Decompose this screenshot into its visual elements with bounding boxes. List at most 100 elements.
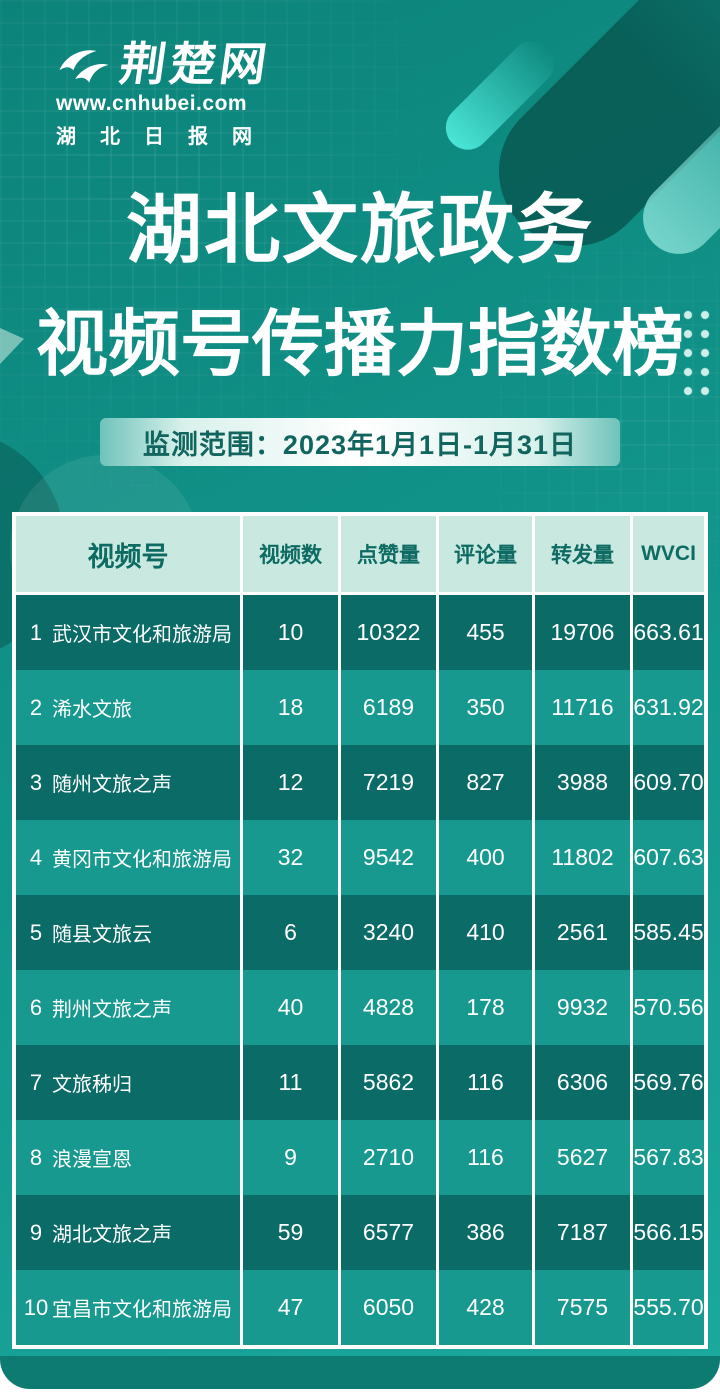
col-header-account: 视频号 <box>16 516 240 592</box>
comments-cell: 400 <box>439 820 532 895</box>
videos-cell: 40 <box>243 970 338 1045</box>
table-row: 7 文旅秭归 11 5862 116 6306 569.76 <box>16 1045 704 1120</box>
account-name-cell: 9 湖北文旅之声 <box>16 1195 240 1270</box>
account-name: 武汉市文化和旅游局 <box>52 624 232 646</box>
likes-cell: 7219 <box>341 745 436 820</box>
table-row: 8 浪漫宣恩 9 2710 116 5627 567.83 <box>16 1120 704 1195</box>
videos-cell: 10 <box>243 595 338 670</box>
account-name-cell: 3 随州文旅之声 <box>16 745 240 820</box>
comments-cell: 827 <box>439 745 532 820</box>
rank-cell: 9 <box>29 1219 43 1245</box>
rank-cell: 5 <box>29 919 43 945</box>
shares-cell: 19706 <box>535 595 630 670</box>
shares-cell: 11716 <box>535 670 630 745</box>
table-row: 6 荆州文旅之声 40 4828 178 9932 570.56 <box>16 970 704 1045</box>
bottom-band <box>0 1356 720 1389</box>
account-name: 黄冈市文化和旅游局 <box>52 849 232 871</box>
ranking-table: 视频号 视频数 点赞量 评论量 转发量 WVCI 1 武汉市文化和旅游局 10 … <box>12 512 708 1349</box>
table-body: 1 武汉市文化和旅游局 10 10322 455 19706 663.61 2 … <box>16 595 704 1345</box>
likes-cell: 9542 <box>341 820 436 895</box>
comments-cell: 455 <box>439 595 532 670</box>
account-name: 文旅秭归 <box>52 1074 132 1096</box>
shares-cell: 9932 <box>535 970 630 1045</box>
account-name: 浪漫宣恩 <box>52 1149 132 1171</box>
wvci-cell: 566.15 <box>633 1195 704 1270</box>
rank-cell: 7 <box>29 1069 43 1095</box>
wvci-cell: 555.70 <box>633 1270 704 1345</box>
account-name-cell: 5 随县文旅云 <box>16 895 240 970</box>
account-name-cell: 10 宜昌市文化和旅游局 <box>16 1270 240 1345</box>
videos-cell: 47 <box>243 1270 338 1345</box>
account-name-cell: 7 文旅秭归 <box>16 1045 240 1120</box>
videos-cell: 32 <box>243 820 338 895</box>
rank-cell: 8 <box>29 1144 43 1170</box>
col-header-videos: 视频数 <box>243 516 338 592</box>
brand-subtitle: 湖北日报网 <box>56 126 252 148</box>
likes-cell: 5862 <box>341 1045 436 1120</box>
videos-cell: 9 <box>243 1120 338 1195</box>
likes-cell: 6189 <box>341 670 436 745</box>
rank-cell: 10 <box>23 1294 49 1320</box>
col-header-comments: 评论量 <box>439 516 532 592</box>
account-name-cell: 2 浠水文旅 <box>16 670 240 745</box>
account-name: 荆州文旅之声 <box>52 999 172 1021</box>
table-row: 10 宜昌市文化和旅游局 47 6050 428 7575 555.70 <box>16 1270 704 1345</box>
account-name-cell: 1 武汉市文化和旅游局 <box>16 595 240 670</box>
wvci-cell: 585.45 <box>633 895 704 970</box>
comments-cell: 350 <box>439 670 532 745</box>
videos-cell: 12 <box>243 745 338 820</box>
videos-cell: 18 <box>243 670 338 745</box>
account-name-cell: 4 黄冈市文化和旅游局 <box>16 820 240 895</box>
col-header-shares: 转发量 <box>535 516 630 592</box>
poster-title: 湖北文旅政务 视频号传播力指数榜 <box>0 193 720 381</box>
col-header-wvci: WVCI <box>633 516 704 592</box>
table-row: 5 随县文旅云 6 3240 410 2561 585.45 <box>16 895 704 970</box>
brand-logo: 荆楚网 www.cnhubei.com 湖北日报网 <box>56 39 274 149</box>
rank-cell: 1 <box>29 619 43 645</box>
table-row: 4 黄冈市文化和旅游局 32 9542 400 11802 607.63 <box>16 820 704 895</box>
dots-pattern <box>683 310 717 398</box>
account-name: 宜昌市文化和旅游局 <box>52 1299 232 1321</box>
shares-cell: 5627 <box>535 1120 630 1195</box>
likes-cell: 4828 <box>341 970 436 1045</box>
table-row: 1 武汉市文化和旅游局 10 10322 455 19706 663.61 <box>16 595 704 670</box>
rank-cell: 2 <box>29 694 43 720</box>
account-name-cell: 8 浪漫宣恩 <box>16 1120 240 1195</box>
title-line-2: 视频号传播力指数榜 <box>35 305 684 386</box>
table-row: 3 随州文旅之声 12 7219 827 3988 609.70 <box>16 745 704 820</box>
monitor-range-text: 监测范围：2023年1月1日-1月31日 <box>142 429 578 460</box>
shares-cell: 6306 <box>535 1045 630 1120</box>
title-line-1: 湖北文旅政务 <box>126 189 594 274</box>
account-name: 随州文旅之声 <box>52 774 172 796</box>
account-name-cell: 6 荆州文旅之声 <box>16 970 240 1045</box>
comments-cell: 116 <box>439 1045 532 1120</box>
rank-cell: 4 <box>29 844 43 870</box>
likes-cell: 2710 <box>341 1120 436 1195</box>
account-name: 湖北文旅之声 <box>52 1224 172 1246</box>
videos-cell: 11 <box>243 1045 338 1120</box>
comments-cell: 386 <box>439 1195 532 1270</box>
wvci-cell: 663.61 <box>633 595 704 670</box>
likes-cell: 10322 <box>341 595 436 670</box>
comments-cell: 178 <box>439 970 532 1045</box>
shares-cell: 3988 <box>535 745 630 820</box>
wvci-cell: 631.92 <box>633 670 704 745</box>
table-row: 2 浠水文旅 18 6189 350 11716 631.92 <box>16 670 704 745</box>
comments-cell: 428 <box>439 1270 532 1345</box>
brand-url: www.cnhubei.com <box>56 92 248 115</box>
wvci-cell: 609.70 <box>633 745 704 820</box>
table-header-row: 视频号 视频数 点赞量 评论量 转发量 WVCI <box>16 516 704 592</box>
account-name: 随县文旅云 <box>52 924 152 946</box>
shares-cell: 7187 <box>535 1195 630 1270</box>
comments-cell: 116 <box>439 1120 532 1195</box>
poster-background: 荆楚网 www.cnhubei.com 湖北日报网 湖北文旅政务 视频号传播力指… <box>0 0 720 1356</box>
likes-cell: 3240 <box>341 895 436 970</box>
table-row: 9 湖北文旅之声 59 6577 386 7187 566.15 <box>16 1195 704 1270</box>
account-name: 浠水文旅 <box>52 699 132 721</box>
brand-bird-icon <box>59 50 109 83</box>
wvci-cell: 567.83 <box>633 1120 704 1195</box>
shares-cell: 2561 <box>535 895 630 970</box>
monitor-range-banner: 监测范围：2023年1月1日-1月31日 <box>100 418 620 466</box>
wvci-cell: 569.76 <box>633 1045 704 1120</box>
brand-site-name: 荆楚网 <box>116 39 274 90</box>
